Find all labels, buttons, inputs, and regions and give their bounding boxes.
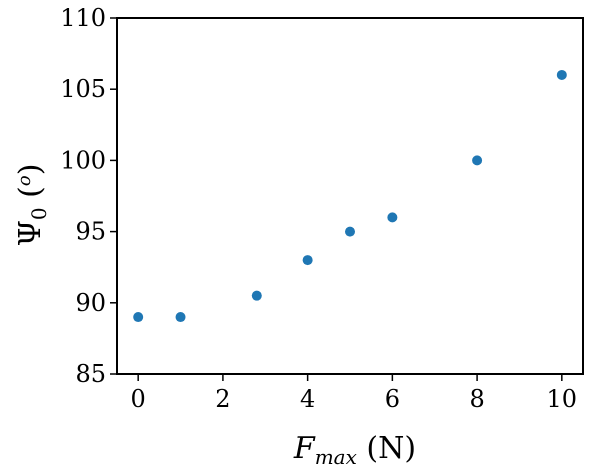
y-axis-label-symbol: Ψ xyxy=(13,220,48,246)
y-tick-label: 100 xyxy=(60,146,106,174)
plot-frame xyxy=(116,17,584,375)
y-axis-label-sup: o xyxy=(14,175,35,186)
data-point xyxy=(472,155,483,166)
data-point xyxy=(133,312,144,323)
x-axis-label-symbol: F xyxy=(293,431,316,466)
x-tick-label: 8 xyxy=(469,385,484,413)
data-point xyxy=(345,226,355,237)
y-tick-label: 110 xyxy=(60,4,106,32)
x-tick-label: 0 xyxy=(131,385,146,413)
plot-area xyxy=(116,17,584,375)
y-axis-label-open: ( xyxy=(13,186,48,207)
y-axis-label-close: ) xyxy=(13,164,48,176)
x-tick-label: 6 xyxy=(385,385,400,413)
y-axis-label: Ψ0 (o) xyxy=(13,164,51,247)
x-tick-label: 4 xyxy=(300,385,315,413)
data-point xyxy=(302,255,313,266)
data-point xyxy=(251,290,262,301)
data-point xyxy=(175,312,186,323)
data-point xyxy=(556,69,567,80)
x-axis-ticks: 0 2 4 6 8 10 xyxy=(131,374,578,413)
x-axis-label: Fmax (N) xyxy=(293,431,416,466)
data-points xyxy=(133,69,567,323)
y-tick-label: 85 xyxy=(75,360,106,388)
x-axis-label-unit: (N) xyxy=(357,431,416,466)
y-tick-label: 105 xyxy=(60,75,106,103)
y-axis-label-subscript: 0 xyxy=(27,207,51,220)
y-axis-ticks: 85 90 95 100 105 110 xyxy=(60,4,117,388)
x-axis-label-subscript: max xyxy=(315,445,357,466)
y-tick-label: 95 xyxy=(75,218,106,246)
x-tick-label: 2 xyxy=(215,385,230,413)
y-tick-label: 90 xyxy=(75,289,106,317)
x-tick-label: 10 xyxy=(547,385,578,413)
data-point xyxy=(387,212,398,223)
